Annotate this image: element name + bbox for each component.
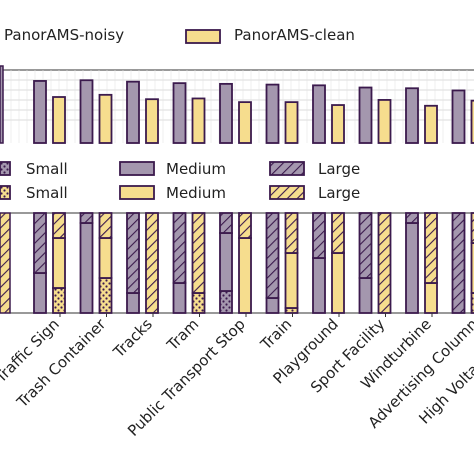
stacked-segment-medium	[470, 242, 474, 294]
bar-noisy	[126, 80, 140, 144]
stacked-segment-medium	[238, 237, 252, 314]
stacked-segment-large	[172, 212, 187, 284]
bar-noisy-partial	[0, 65, 4, 144]
category-label: Tram	[163, 315, 203, 355]
stacked-segment-large	[98, 212, 113, 239]
legend-label-small-clean: Small	[26, 184, 68, 202]
lower-stacked-panel	[0, 212, 474, 314]
stacked-segment-large	[312, 212, 326, 259]
bar-noisy	[405, 87, 419, 144]
bar-noisy	[33, 80, 47, 144]
bar-clean	[145, 98, 159, 144]
legend-swatch-medium-clean	[119, 185, 155, 200]
stacked-segment-partial	[0, 212, 11, 314]
stacked-segment-large	[191, 212, 206, 294]
stacked-segment-medium	[172, 282, 187, 314]
stacked-segment-large	[358, 212, 373, 279]
stacked-segment-large	[470, 212, 474, 244]
stacked-segment-large	[33, 212, 47, 274]
legend-swatch-medium-noisy	[119, 161, 155, 176]
stacked-segment-large	[126, 212, 140, 294]
bar-clean	[284, 101, 299, 144]
legend-label-large-noisy: Large	[318, 160, 360, 178]
legend-label-clean: PanorAMS-clean	[234, 26, 355, 44]
bar-noisy	[79, 79, 94, 144]
stacked-segment-large	[331, 212, 345, 254]
legend-swatch-small-noisy	[0, 161, 11, 176]
stacked-segment-medium	[52, 237, 66, 289]
stacked-segment-small	[219, 290, 233, 314]
stacked-segment-large	[377, 212, 392, 314]
top-legend: PanorAMS-noisy PanorAMS-clean	[4, 26, 355, 44]
bar-clean	[424, 104, 438, 144]
legend-label-large-clean: Large	[318, 184, 360, 202]
stacked-segment-small	[470, 292, 474, 314]
bar-noisy	[312, 84, 326, 144]
stacked-segment-medium	[312, 257, 326, 314]
legend-swatch-small-clean	[0, 185, 11, 200]
legend-swatch-large-clean	[269, 185, 305, 200]
stacked-segment-large	[79, 212, 94, 224]
legend-swatch-clean	[185, 29, 221, 44]
stacked-segment-medium	[33, 272, 47, 314]
stacked-segment-large	[265, 212, 280, 299]
bar-clean	[191, 97, 206, 144]
legend-swatch-large-noisy	[269, 161, 305, 176]
legend-label-noisy: PanorAMS-noisy	[4, 26, 124, 44]
stacked-segment-small	[191, 292, 206, 314]
category-label: Train	[256, 315, 295, 354]
legend-label-medium-noisy: Medium	[166, 160, 226, 178]
stacked-segment-large	[145, 212, 159, 314]
stacked-segment-large	[451, 212, 466, 314]
bar-clean	[377, 99, 392, 144]
stacked-segment-large	[424, 212, 438, 284]
stacked-segment-large	[284, 212, 299, 254]
stacked-segment-medium	[424, 282, 438, 314]
stacked-segment-medium	[265, 297, 280, 314]
legend-label-medium-clean: Medium	[166, 184, 226, 202]
bar-noisy	[172, 82, 187, 144]
bar-clean	[470, 99, 474, 144]
bar-noisy	[358, 86, 373, 144]
stacked-segment-medium	[98, 237, 113, 279]
bar-noisy	[265, 83, 280, 144]
stacked-segment-medium	[79, 222, 94, 314]
stacked-segment-medium	[126, 292, 140, 314]
stacked-segment-medium	[284, 252, 299, 309]
bar-clean	[52, 96, 66, 144]
stacked-segment-large	[52, 212, 66, 239]
stacked-segment-medium	[331, 252, 345, 314]
legend-label-small-noisy: Small	[26, 160, 68, 178]
stacked-segment-small	[98, 277, 113, 314]
stacked-segment-large	[405, 212, 419, 224]
stacked-segment-small	[52, 287, 66, 314]
stacked-segment-medium	[358, 277, 373, 314]
upper-bar-panel	[0, 65, 474, 144]
bar-noisy	[451, 89, 466, 144]
stacked-segment-large	[238, 212, 252, 239]
stacked-segment-large	[219, 212, 233, 234]
bar-noisy	[219, 82, 233, 144]
bar-clean	[98, 93, 113, 144]
category-label: Tracks	[109, 315, 156, 362]
bar-clean	[238, 101, 252, 144]
stacked-segment-medium	[219, 232, 233, 292]
bar-clean	[331, 104, 345, 144]
size-legend: Small Medium Large Small Medium Large	[0, 160, 360, 202]
stacked-segment-medium	[405, 222, 419, 314]
